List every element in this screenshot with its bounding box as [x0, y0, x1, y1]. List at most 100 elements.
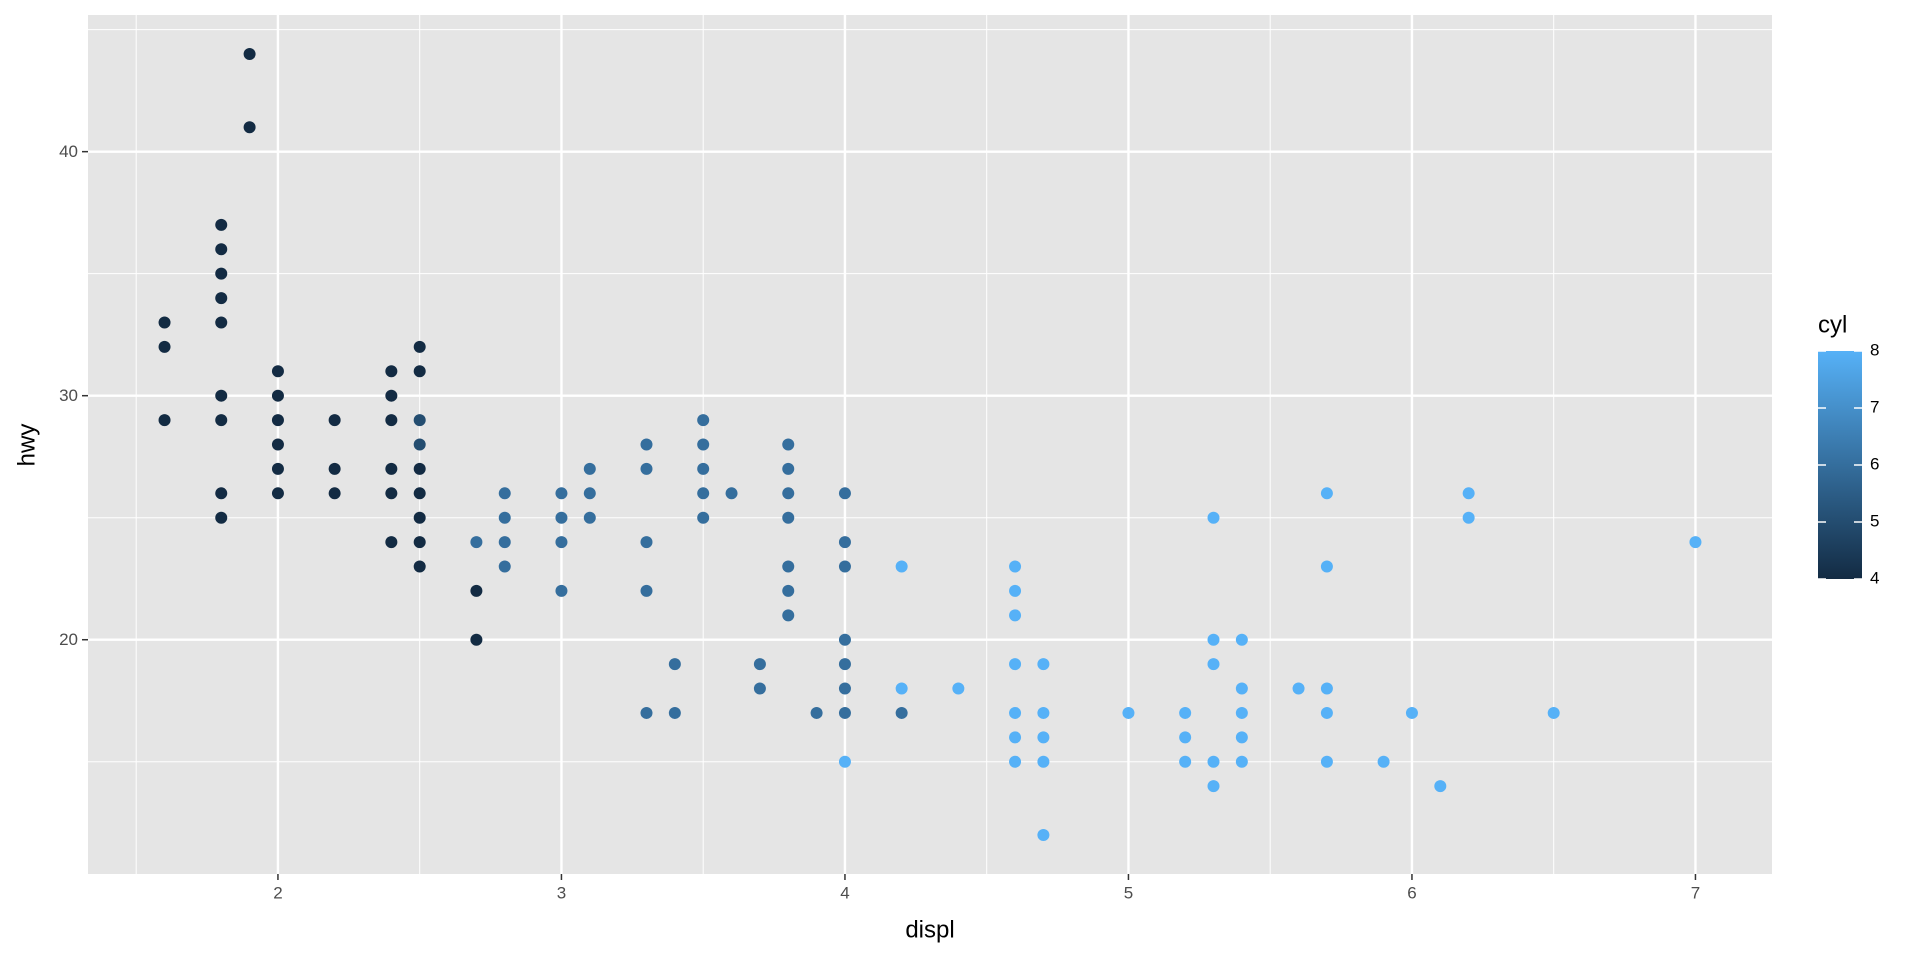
legend-label: 5 — [1870, 511, 1879, 530]
point — [1320, 682, 1333, 695]
point — [838, 633, 851, 646]
point — [498, 536, 511, 549]
point — [640, 706, 653, 719]
point — [1037, 706, 1050, 719]
point — [1320, 755, 1333, 768]
point — [215, 316, 228, 329]
point — [838, 658, 851, 671]
point — [328, 414, 341, 427]
point — [697, 487, 710, 500]
point — [782, 462, 795, 475]
y-tick-label: 40 — [59, 142, 78, 161]
panel — [88, 15, 1772, 874]
point — [668, 658, 681, 671]
point — [810, 706, 823, 719]
point — [215, 511, 228, 524]
point — [583, 462, 596, 475]
point — [413, 462, 426, 475]
point — [215, 218, 228, 231]
point — [243, 48, 256, 61]
point — [838, 755, 851, 768]
point — [158, 414, 171, 427]
point — [640, 438, 653, 451]
point — [753, 658, 766, 671]
point — [271, 389, 284, 402]
point — [1235, 706, 1248, 719]
point — [243, 121, 256, 134]
point — [215, 414, 228, 427]
point — [838, 682, 851, 695]
point — [1179, 731, 1192, 744]
point — [1179, 706, 1192, 719]
point — [1009, 658, 1022, 671]
point — [555, 511, 568, 524]
point — [668, 706, 681, 719]
point — [1235, 755, 1248, 768]
point — [1009, 731, 1022, 744]
point — [271, 438, 284, 451]
point — [1235, 731, 1248, 744]
point — [895, 706, 908, 719]
point — [498, 511, 511, 524]
point — [158, 340, 171, 353]
point — [640, 584, 653, 597]
point — [838, 487, 851, 500]
point — [1207, 633, 1220, 646]
legend-label: 8 — [1870, 340, 1879, 359]
point — [385, 536, 398, 549]
point — [697, 462, 710, 475]
point — [1009, 755, 1022, 768]
point — [583, 511, 596, 524]
point — [413, 487, 426, 500]
point — [1037, 731, 1050, 744]
point — [498, 487, 511, 500]
point — [952, 682, 965, 695]
point — [271, 414, 284, 427]
point — [413, 560, 426, 573]
legend-label: 7 — [1870, 397, 1879, 416]
point — [385, 365, 398, 378]
point — [1009, 609, 1022, 622]
point — [215, 267, 228, 280]
point — [470, 536, 483, 549]
y-tick-label: 20 — [59, 630, 78, 649]
point — [555, 536, 568, 549]
point — [1037, 755, 1050, 768]
point — [328, 462, 341, 475]
point — [555, 584, 568, 597]
point — [1405, 706, 1418, 719]
point — [838, 706, 851, 719]
x-tick-label: 4 — [840, 883, 849, 902]
point — [697, 438, 710, 451]
point — [1009, 560, 1022, 573]
point — [1037, 658, 1050, 671]
point — [470, 633, 483, 646]
point — [1207, 780, 1220, 793]
point — [271, 365, 284, 378]
point — [1037, 828, 1050, 841]
point — [782, 584, 795, 597]
point — [215, 487, 228, 500]
point — [1320, 487, 1333, 500]
point — [328, 487, 341, 500]
point — [753, 682, 766, 695]
point — [1235, 633, 1248, 646]
point — [1689, 536, 1702, 549]
point — [697, 511, 710, 524]
point — [583, 487, 596, 500]
point — [1179, 755, 1192, 768]
point — [271, 487, 284, 500]
point — [1207, 511, 1220, 524]
x-tick-label: 7 — [1691, 883, 1700, 902]
point — [1292, 682, 1305, 695]
point — [555, 487, 568, 500]
point — [385, 487, 398, 500]
point — [838, 560, 851, 573]
x-axis-title: displ — [905, 916, 954, 943]
point — [158, 316, 171, 329]
x-tick-label: 5 — [1124, 883, 1133, 902]
point — [1377, 755, 1390, 768]
point — [1122, 706, 1135, 719]
